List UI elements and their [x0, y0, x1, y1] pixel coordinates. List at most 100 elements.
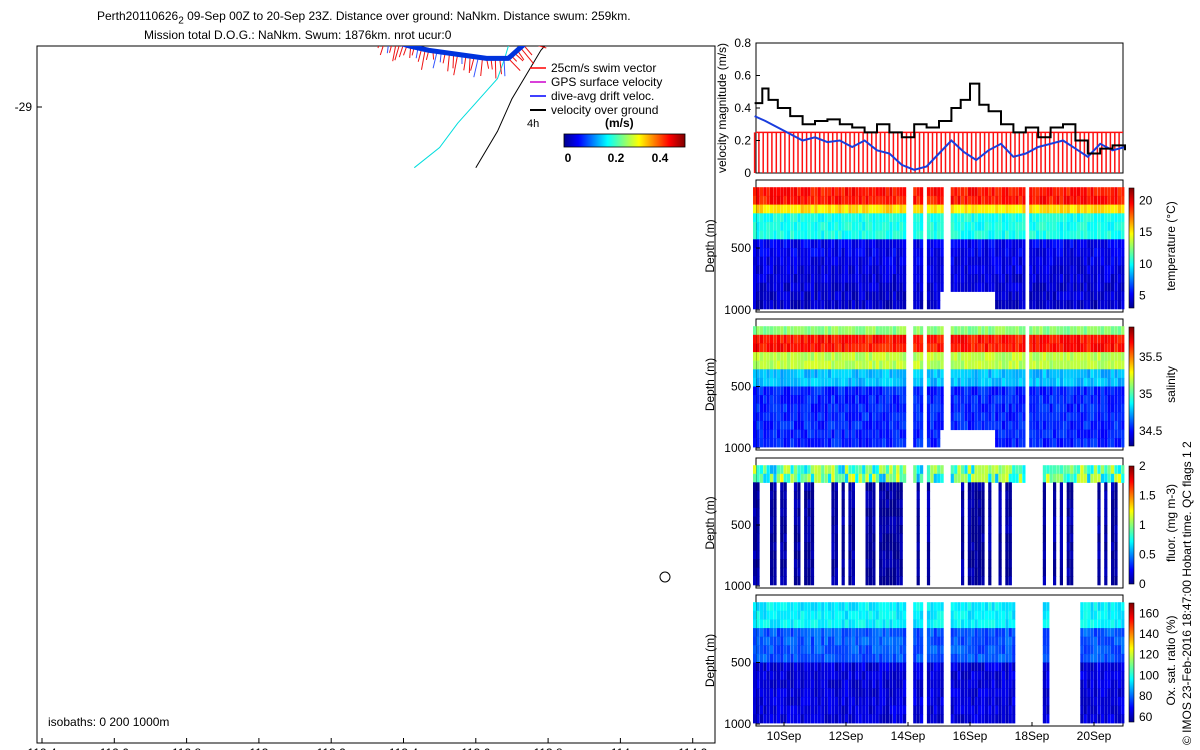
sample-0-876: [988, 222, 992, 232]
sample-0-141: [787, 195, 791, 206]
sample-1-1223: [1076, 369, 1081, 379]
sample-1-1226: [1076, 395, 1081, 405]
sample-3-645: [916, 610, 920, 620]
sample-0-858: [981, 274, 985, 284]
sample-1-641: [913, 420, 917, 431]
sample-1-49: [763, 386, 767, 396]
section-colorbar-tick-1-0: 34.5: [1139, 424, 1163, 438]
sample-0-501: [872, 282, 876, 292]
sample-1-220: [804, 412, 808, 422]
sample-1-460: [862, 429, 866, 439]
sample-2-161: [810, 525, 815, 535]
sample-2-542: [988, 516, 992, 526]
sample-0-1271: [1087, 282, 1091, 292]
sample-3-497: [872, 662, 876, 672]
sample-0-1401: [1121, 195, 1125, 206]
sample-1-1385: [1114, 438, 1118, 448]
sample-0-1095: [1046, 213, 1050, 223]
sample-3-463: [865, 610, 869, 620]
sample-3-370: [841, 653, 845, 664]
sample-3-797: [961, 714, 965, 724]
sample-2-143: [807, 490, 811, 500]
sample-3-841: [974, 610, 978, 620]
sample-2-689: [1080, 473, 1084, 483]
sample-1-341: [834, 369, 838, 379]
sample-0-486: [868, 274, 873, 284]
sample-0-11: [753, 282, 757, 292]
sample-1-1313: [1097, 420, 1101, 431]
sample-0-966: [1012, 187, 1016, 197]
sample-1-1332: [1104, 343, 1108, 353]
sample-3-786: [961, 619, 965, 629]
sample-1-890: [991, 377, 995, 388]
sample-0-1025: [1029, 213, 1033, 223]
sample-3-412: [851, 653, 855, 664]
sample-0-1233: [1080, 195, 1084, 206]
sample-0-30: [759, 204, 763, 214]
sample-3-95: [773, 696, 777, 707]
sample-0-987: [1015, 248, 1019, 258]
sample-3-867: [978, 714, 982, 724]
sample-3-115: [780, 628, 784, 638]
sample-1-1343: [1104, 438, 1108, 448]
sample-0-125: [780, 300, 784, 310]
sample-0-245: [810, 248, 815, 258]
sample-0-472: [865, 274, 869, 284]
sample-0-980: [1015, 187, 1019, 197]
sample-2-140: [807, 465, 811, 475]
sample-0-946: [1005, 256, 1009, 266]
sample-3-107: [776, 679, 780, 689]
sample-1-1104: [1046, 429, 1050, 439]
sample-2-555: [998, 473, 1002, 483]
sample-2-471: [967, 525, 971, 535]
sample-1-221: [804, 420, 808, 431]
sample-0-996: [1018, 204, 1023, 214]
sample-1-534: [882, 343, 886, 353]
sample-0-1052: [1036, 204, 1040, 214]
sample-1-1199: [1070, 403, 1074, 413]
sample-3-808: [964, 688, 968, 698]
sample-1-633: [913, 352, 917, 362]
sample-2-380: [896, 533, 900, 543]
sample-3-308: [828, 602, 832, 612]
sample-2-431: [926, 559, 931, 569]
sample-1-1055: [1036, 369, 1040, 379]
sample-0-1231: [1076, 300, 1081, 310]
sample-1-248: [810, 412, 815, 422]
sample-1-1191: [1070, 334, 1074, 344]
sample-1-857: [981, 403, 985, 413]
sample-2-682: [1070, 567, 1074, 577]
sample-2-232: [848, 533, 852, 543]
sample-2-235: [848, 559, 852, 569]
sample-0-508: [875, 222, 879, 232]
sample-0-368: [841, 222, 845, 232]
sample-1-752: [954, 326, 958, 336]
sample-0-1051: [1036, 195, 1040, 206]
sample-1-1180: [1066, 360, 1070, 370]
sample-1-1348: [1107, 360, 1111, 370]
sample-1-1369: [1111, 420, 1115, 431]
sample-1-806: [967, 377, 971, 388]
sample-1-56: [766, 326, 770, 336]
sample-1-169: [793, 334, 798, 344]
sample-0-527: [879, 265, 883, 275]
sample-2-76: [780, 567, 784, 577]
sample-2-109: [793, 576, 798, 586]
sample-3-860: [978, 653, 982, 664]
sample-3-533: [882, 610, 886, 620]
sample-2-408: [916, 499, 920, 509]
sample-1-648: [916, 360, 920, 370]
sample-3-909: [988, 714, 992, 724]
sample-3-651: [916, 662, 920, 672]
sample-0-932: [1001, 256, 1006, 266]
sample-2-660: [1066, 499, 1070, 509]
sample-1-819: [971, 386, 975, 396]
sample-0-139: [783, 300, 787, 310]
sample-0-810: [967, 274, 971, 284]
sample-0-729: [940, 195, 944, 206]
sample-2-77: [780, 576, 784, 586]
sample-1-1185: [1066, 403, 1070, 413]
sample-2-595: [1008, 559, 1012, 569]
sample-1-1258: [1083, 429, 1087, 439]
sample-0-411: [851, 230, 855, 240]
